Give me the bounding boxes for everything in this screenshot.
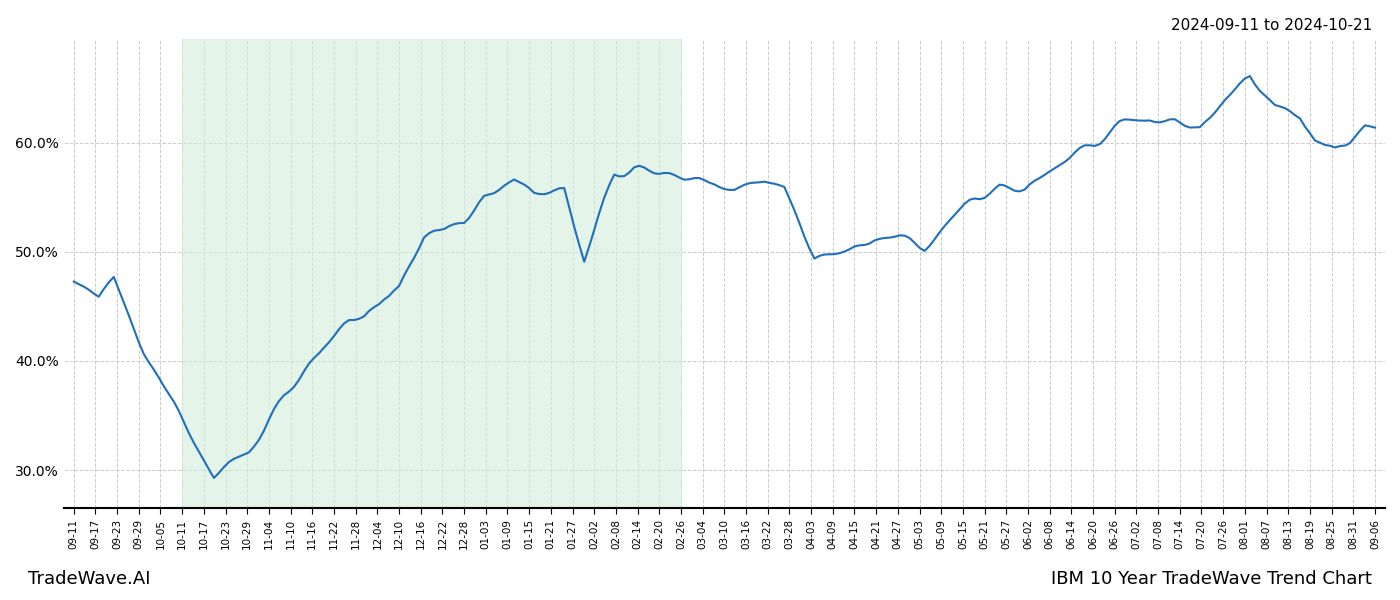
Text: IBM 10 Year TradeWave Trend Chart: IBM 10 Year TradeWave Trend Chart xyxy=(1051,570,1372,588)
Text: TradeWave.AI: TradeWave.AI xyxy=(28,570,151,588)
Bar xyxy=(182,39,680,508)
Text: 2024-09-11 to 2024-10-21: 2024-09-11 to 2024-10-21 xyxy=(1170,18,1372,33)
